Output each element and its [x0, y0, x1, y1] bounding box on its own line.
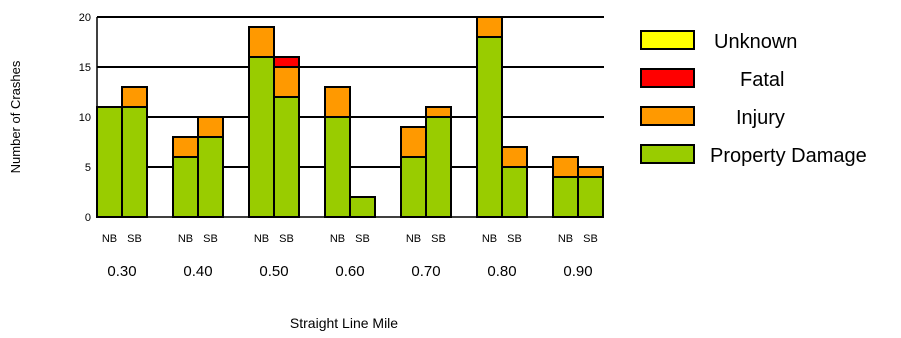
- labels: 0 5 10 15 20 NB SB 0.30 NB SB 0.40 NB SB 0.50 NB SB 0.60…: [79, 12, 598, 280]
- legend: Unknown Fatal Injury Property Damage: [640, 30, 895, 182]
- sub-category-label: SB: [431, 233, 446, 245]
- bar-segment-injury: [501, 146, 528, 168]
- sub-category-label: SB: [203, 233, 218, 245]
- sub-category-label: SB: [127, 233, 142, 245]
- bar-segment-property-damage: [248, 56, 275, 218]
- y-tick-label: 0: [85, 212, 91, 224]
- bar-segment-property-damage: [476, 36, 503, 218]
- legend-swatch-fatal: [640, 68, 695, 88]
- sub-category-label: NB: [558, 233, 573, 245]
- y-tick-label: 20: [79, 12, 91, 24]
- group-label: 0.90: [563, 263, 592, 280]
- x-axis-title: Straight Line Mile: [290, 315, 398, 331]
- sub-category-label: SB: [507, 233, 522, 245]
- bar-segment-property-damage: [172, 156, 199, 218]
- sub-category-label: NB: [102, 233, 117, 245]
- bar-segment-injury: [552, 156, 579, 178]
- group-label: 0.40: [183, 263, 212, 280]
- group-label: 0.70: [411, 263, 440, 280]
- group-label: 0.60: [335, 263, 364, 280]
- group-label: 0.30: [107, 263, 136, 280]
- sub-category-label: NB: [254, 233, 269, 245]
- bar-segment-injury: [324, 86, 351, 118]
- sub-category-label: SB: [583, 233, 598, 245]
- bar-segment-injury: [425, 106, 452, 118]
- sub-category-label: NB: [406, 233, 421, 245]
- sub-category-label: NB: [482, 233, 497, 245]
- bar-segment-property-damage: [425, 116, 452, 218]
- bar-segment-property-damage: [121, 106, 148, 218]
- y-tick-label: 5: [85, 162, 91, 174]
- bar-segment-injury: [248, 26, 275, 58]
- sub-category-label: SB: [279, 233, 294, 245]
- bar-segment-property-damage: [324, 116, 351, 218]
- bar-segment-property-damage: [400, 156, 427, 218]
- legend-item-property-damage: Property Damage: [640, 144, 895, 182]
- legend-label-property-damage: Property Damage: [710, 145, 867, 167]
- bar-segment-fatal: [273, 56, 300, 68]
- group-label: 0.80: [487, 263, 516, 280]
- y-tick-label: 10: [79, 112, 91, 124]
- bar-segment-injury: [197, 116, 224, 138]
- legend-swatch-injury: [640, 106, 695, 126]
- sub-category-label: SB: [355, 233, 370, 245]
- bar-segment-property-damage: [577, 176, 604, 218]
- legend-swatch-property-damage: [640, 144, 695, 164]
- bar-segment-injury: [273, 66, 300, 98]
- bar-segment-property-damage: [349, 196, 376, 218]
- y-tick-label: 15: [79, 62, 91, 74]
- legend-item-injury: Injury: [640, 106, 895, 144]
- legend-swatch-unknown: [640, 30, 695, 50]
- legend-item-unknown: Unknown: [640, 30, 895, 68]
- legend-label-unknown: Unknown: [714, 31, 798, 53]
- bar-segment-injury: [400, 126, 427, 158]
- sub-category-label: NB: [330, 233, 345, 245]
- bar-segment-injury: [121, 86, 148, 108]
- bar-segment-property-damage: [273, 96, 300, 218]
- group-label: 0.50: [259, 263, 288, 280]
- bar-segment-property-damage: [96, 106, 123, 218]
- legend-item-fatal: Fatal: [640, 68, 895, 106]
- y-axis-title: Number of Crashes: [8, 60, 23, 173]
- bar-segment-injury: [172, 136, 199, 158]
- bar-segment-property-damage: [552, 176, 579, 218]
- bar-segment-injury: [476, 16, 503, 38]
- bar-segment-injury: [577, 166, 604, 178]
- bar-segment-property-damage: [197, 136, 224, 218]
- sub-category-label: NB: [178, 233, 193, 245]
- bar-segment-property-damage: [501, 166, 528, 218]
- axes: [96, 17, 604, 218]
- legend-label-fatal: Fatal: [740, 69, 785, 91]
- legend-label-injury: Injury: [736, 107, 785, 129]
